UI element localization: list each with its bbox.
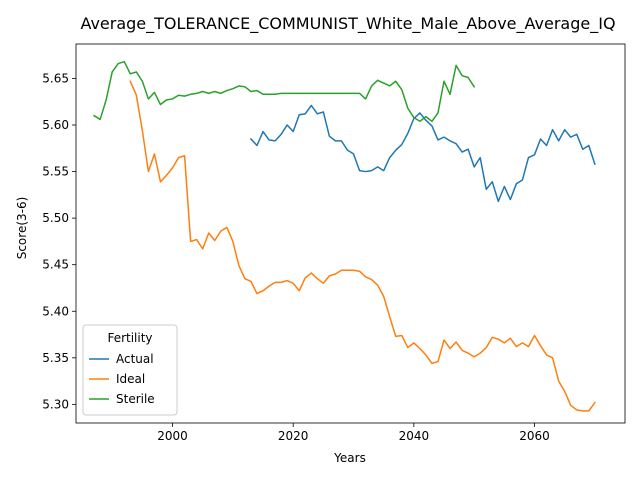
y-tick-label: 5.45 xyxy=(42,258,69,272)
legend-box xyxy=(82,324,178,416)
y-axis: 5.30 5.35 5.40 5.45 5.50 5.55 5.60 5.65 xyxy=(42,71,76,411)
x-axis-label: Years xyxy=(333,451,366,465)
x-tick-label: 2000 xyxy=(157,429,188,443)
y-tick-label: 5.40 xyxy=(42,304,69,318)
y-tick-label: 5.60 xyxy=(42,118,69,132)
y-tick-label: 5.35 xyxy=(42,351,69,365)
axes-frame xyxy=(75,43,626,424)
legend-label-sterile: Sterile xyxy=(116,392,155,406)
x-axis: 2000 2020 2040 2060 xyxy=(157,423,550,443)
series-line-ideal xyxy=(129,80,596,412)
legend-label-actual: Actual xyxy=(116,352,154,366)
plot-area xyxy=(75,43,626,424)
y-tick-label: 5.65 xyxy=(42,71,69,85)
legend: Fertility Actual Ideal Sterile xyxy=(82,324,178,416)
y-axis-label: Score(3-6) xyxy=(15,197,29,260)
series-line-actual xyxy=(249,104,596,203)
legend-title: Fertility xyxy=(107,331,152,345)
series-line-sterile xyxy=(93,60,476,123)
y-tick-label: 5.50 xyxy=(42,211,69,225)
x-tick-label: 2040 xyxy=(399,429,430,443)
y-tick-label: 5.55 xyxy=(42,165,69,179)
x-tick-label: 2060 xyxy=(519,429,550,443)
chart-title: Average_TOLERANCE_COMMUNIST_White_Male_A… xyxy=(80,14,615,34)
legend-label-ideal: Ideal xyxy=(116,372,145,386)
y-tick-label: 5.30 xyxy=(42,397,69,411)
x-tick-label: 2020 xyxy=(278,429,309,443)
